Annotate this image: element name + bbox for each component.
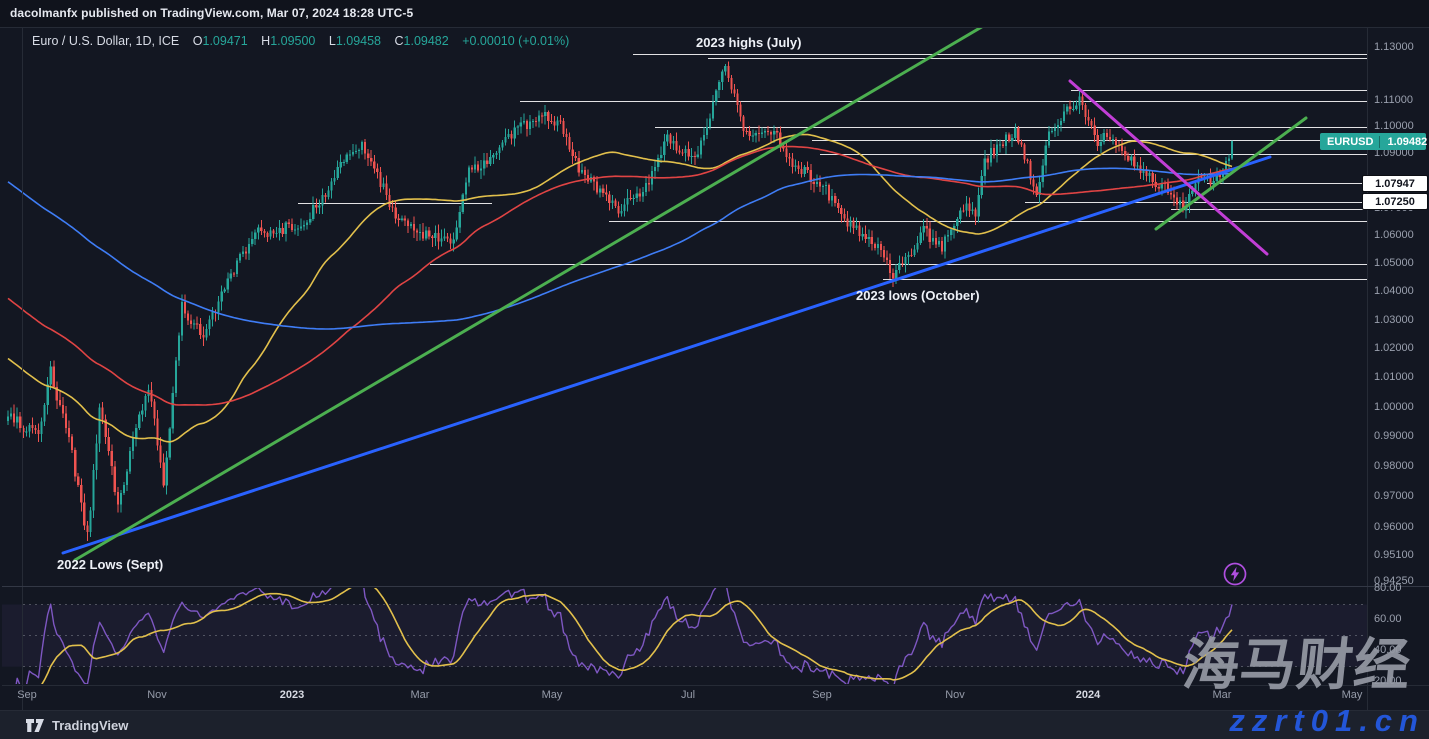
symbol-legend[interactable]: Euro / U.S. Dollar, 1D, ICE O1.09471 H1.… xyxy=(32,34,569,48)
price-axis-label: 0.95100 xyxy=(1374,548,1414,561)
time-axis-label: Sep xyxy=(17,689,37,701)
price-axis-label: 1.06000 xyxy=(1374,229,1414,242)
rsi-axis-label: 20.00 xyxy=(1374,675,1402,688)
rsi-axis-label: 80.00 xyxy=(1374,582,1402,594)
price-axis-label: 1.02000 xyxy=(1374,342,1414,355)
price-axis-label: 1.03000 xyxy=(1374,313,1414,326)
price-axis-label: 1.00000 xyxy=(1374,400,1414,413)
tradingview-brand-text[interactable]: TradingView xyxy=(52,717,129,733)
annotation-2023-lows[interactable]: 2023 lows (October) xyxy=(856,288,980,303)
price-axis-label: 1.13000 xyxy=(1374,41,1414,53)
price-axis-label: 1.11000 xyxy=(1374,93,1413,106)
published-attribution: dacolmanfx published on TradingView.com,… xyxy=(10,6,414,20)
low-label: L xyxy=(328,34,336,48)
attribution-bar: TradingView xyxy=(0,711,1429,739)
time-axis-label: Nov xyxy=(945,689,965,701)
rsi-axis-label: 40.00 xyxy=(1374,644,1402,657)
last-price-symbol: EURUSD xyxy=(1320,135,1381,148)
time-axis-label: Mar xyxy=(1212,689,1232,701)
price-axis-label: 1.04000 xyxy=(1374,285,1414,298)
low-value: 1.09458 xyxy=(335,34,382,48)
symbol-title: Euro / U.S. Dollar, 1D, ICE xyxy=(32,34,180,48)
open-label: O xyxy=(192,34,203,48)
annotation-2023-highs[interactable]: 2023 highs (July) xyxy=(696,35,802,50)
time-axis-label: 2024 xyxy=(1075,689,1101,701)
open-value: 1.09471 xyxy=(202,34,248,48)
price-axis-label: 1.01000 xyxy=(1374,371,1414,384)
price-axis-label: 1.10000 xyxy=(1374,120,1414,133)
time-axis-label: Sep xyxy=(812,689,832,701)
watermark-url: zzrt01.cn xyxy=(1229,703,1425,738)
price-axis-label: 1.05000 xyxy=(1374,257,1414,270)
price-axis-label: 0.97000 xyxy=(1374,490,1414,503)
price-axis-label: 0.99000 xyxy=(1374,430,1414,443)
change-value: +0.00010 (+0.01%) xyxy=(462,34,570,48)
high-label: H xyxy=(261,34,271,48)
annotation-2022-lows[interactable]: 2022 Lows (Sept) xyxy=(57,557,164,572)
price-level-label-2[interactable]: 1.07250 xyxy=(1362,193,1428,210)
price-level-label-1[interactable]: 1.07947 xyxy=(1362,175,1428,192)
time-axis-label: May xyxy=(1341,689,1363,701)
price-axis-label: 0.94250 xyxy=(1374,575,1414,587)
time-axis-label: Jul xyxy=(680,689,696,701)
last-price-label: EURUSD 1.09482 xyxy=(1320,133,1428,150)
time-axis-label: Nov xyxy=(147,689,167,701)
close-value: 1.09482 xyxy=(403,34,449,48)
price-axis-label: 1.09000 xyxy=(1374,147,1414,160)
time-axis-label: 2023 xyxy=(279,689,305,701)
close-label: C xyxy=(394,34,404,48)
last-price-value: 1.09482 xyxy=(1387,135,1428,148)
price-axis-label: 0.96000 xyxy=(1374,520,1414,533)
watermark-chinese: 海马财经 xyxy=(1179,633,1415,696)
price-axis-label: 0.98000 xyxy=(1374,460,1414,473)
time-axis-label: May xyxy=(541,689,563,701)
time-axis-label: Mar xyxy=(410,689,430,701)
rsi-axis-label: 60.00 xyxy=(1374,613,1402,626)
high-value: 1.09500 xyxy=(270,34,316,48)
tradingview-logo-icon[interactable] xyxy=(25,718,45,733)
lightning-icon[interactable] xyxy=(1221,560,1249,588)
